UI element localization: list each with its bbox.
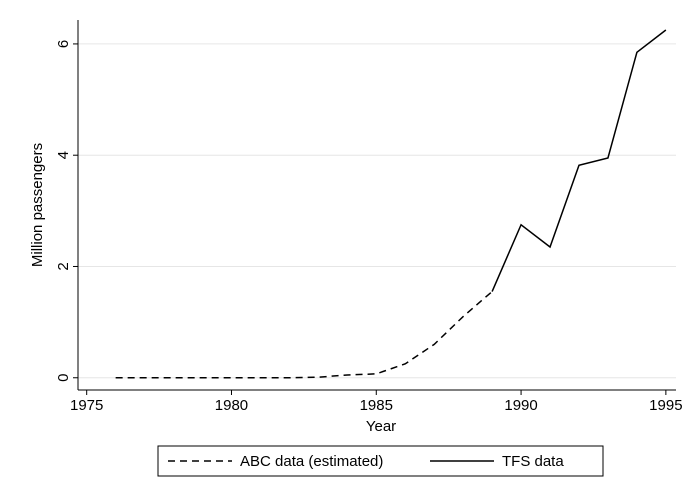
y-tick-label: 4 <box>55 151 72 159</box>
y-tick-label: 0 <box>55 374 72 382</box>
series-line <box>115 290 493 379</box>
legend-box <box>157 445 604 477</box>
y-tick-label: 2 <box>55 262 72 270</box>
series-line <box>491 29 667 292</box>
legend-label: ABC data (estimated) <box>240 453 383 470</box>
legend-label: TFS data <box>502 453 564 470</box>
x-tick-label: 1995 <box>649 397 682 414</box>
x-tick-label: 1975 <box>70 397 103 414</box>
y-axis-label: Million passengers <box>29 143 46 267</box>
y-tick-label: 6 <box>55 40 72 48</box>
x-tick-label: 1980 <box>215 397 248 414</box>
x-axis-label: Year <box>366 418 396 435</box>
x-tick-label: 1990 <box>504 397 537 414</box>
x-tick-label: 1985 <box>360 397 393 414</box>
